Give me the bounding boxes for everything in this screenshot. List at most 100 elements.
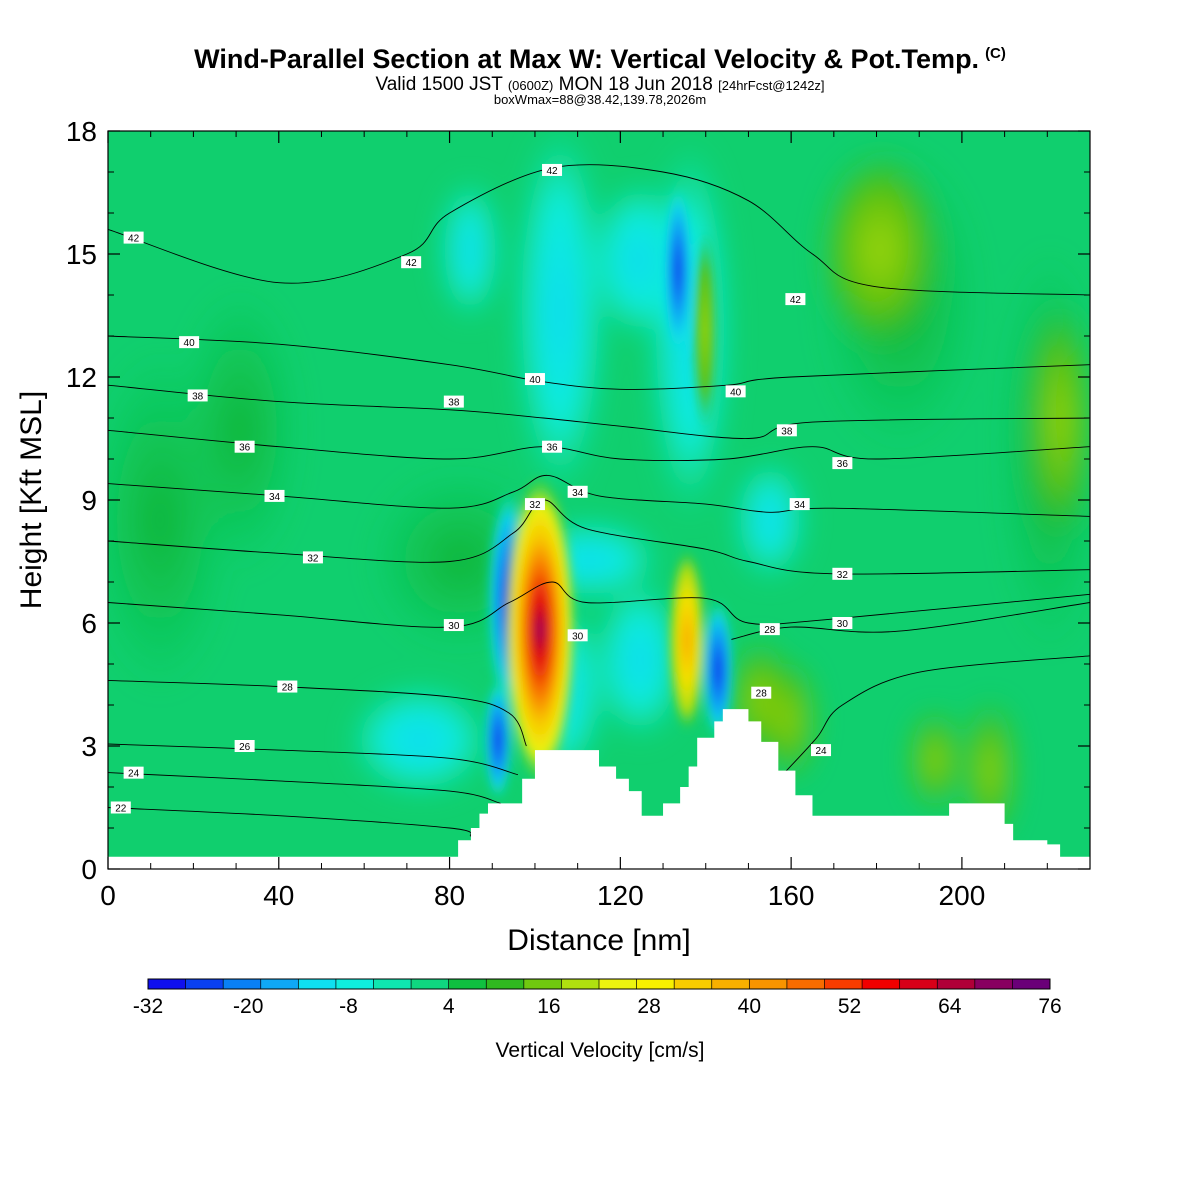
contour-label-32: 32 [302, 551, 323, 564]
colorbar-swatch [599, 979, 638, 989]
contour-label-36: 36 [234, 440, 255, 454]
x-tick-label: 200 [939, 880, 986, 911]
chart-valid-line: Valid 1500 JST (0600Z) MON 18 Jun 2018 [… [0, 74, 1200, 96]
colorbar-tick-label: 16 [537, 995, 560, 1018]
y-tick-label: 12 [66, 362, 97, 393]
contour-label-text: 38 [448, 398, 460, 409]
contour-label-24: 24 [811, 744, 832, 757]
colorbar-swatch [523, 979, 562, 989]
colorbar-swatch [486, 979, 525, 989]
contour-label-38: 38 [443, 395, 464, 409]
colorbar-swatch [260, 979, 299, 989]
colorbar-tick-label: -20 [233, 995, 263, 1018]
contour-label-text: 30 [837, 619, 849, 630]
colorbar-swatch [223, 979, 262, 989]
contour-label-42: 42 [123, 231, 144, 245]
contour-label-bg [123, 766, 144, 779]
theta-contour-24 [108, 772, 501, 804]
contour-label-text: 24 [815, 746, 827, 757]
contour-label-28: 28 [751, 686, 772, 700]
colorbar-tick-label: 28 [637, 995, 660, 1018]
contour-label-40: 40 [179, 336, 200, 349]
contour-label-text: 40 [730, 387, 742, 398]
contour-label-text: 38 [781, 426, 793, 437]
contour-label-text: 38 [192, 391, 204, 402]
valid-day: MON 18 Jun 2018 [558, 74, 713, 95]
y-tick-label: 9 [81, 485, 97, 516]
contour-label-text: 28 [764, 625, 776, 636]
contour-label-32: 32 [524, 498, 545, 511]
contour-label-text: 32 [529, 500, 541, 511]
contour-label-bg [443, 395, 464, 408]
colorbar-swatch [749, 979, 788, 989]
box-info: boxWmax=88@38.42,139.78,2026m [493, 92, 707, 107]
contour-label-bg [542, 440, 563, 453]
y-tick-label: 15 [66, 239, 97, 270]
contour-label-bg [542, 163, 563, 176]
contour-label-text: 32 [307, 553, 319, 564]
contour-label-bg [234, 740, 255, 752]
contour-label-38: 38 [187, 389, 208, 402]
colorbar-swatch [411, 979, 450, 989]
contour-label-30: 30 [567, 629, 588, 642]
colorbar-swatch [862, 979, 901, 989]
colorbar-swatch [298, 979, 337, 989]
contour-label-34: 34 [789, 498, 810, 511]
theta-contour-24 [782, 655, 1090, 776]
contour-label-34: 34 [264, 489, 285, 503]
contour-label-40: 40 [524, 373, 545, 386]
contour-label-38: 38 [776, 424, 797, 437]
contour-label-bg [567, 629, 588, 642]
colorbar-swatch [335, 979, 374, 989]
terrain-shape [108, 709, 1090, 869]
y-tick-label: 6 [81, 608, 97, 639]
terrain-mask [108, 709, 1090, 869]
colorbar-swatch [185, 979, 224, 989]
colorbar-swatch [373, 979, 412, 989]
x-axis-title: Distance [nm] [507, 924, 690, 957]
contour-label-bg [524, 373, 545, 386]
forecast-info: [24hrFcst@1242z] [718, 78, 825, 93]
colorbar-swatch [674, 979, 713, 989]
contour-label-text: 22 [115, 804, 127, 815]
colorbar-swatch [1012, 979, 1051, 989]
chart-title: Wind-Parallel Section at Max W: Vertical… [0, 44, 1200, 75]
contour-label-text: 36 [239, 443, 251, 454]
y-tick-label: 3 [81, 731, 97, 762]
contour-label-text: 30 [572, 631, 584, 642]
theta-contour-28 [108, 679, 527, 747]
colorbar-swatch [786, 979, 825, 989]
contour-label-bg [277, 680, 298, 693]
theta-contour-26 [108, 743, 519, 776]
contour-label-bg [751, 686, 772, 699]
colorbar-swatch [974, 979, 1013, 989]
contour-label-32: 32 [832, 567, 853, 581]
contour-label-text: 34 [794, 500, 806, 511]
contour-labels: 22 24 26 28 28 28 24 30 30 30 32 32 32 34 34 34 36 36 36 38… [110, 163, 853, 815]
contour-label-bg [832, 457, 853, 470]
colorbar-swatch [448, 979, 487, 989]
contour-label-42: 42 [785, 293, 806, 306]
colorbar-swatch [899, 979, 938, 989]
contour-label-bg [832, 567, 853, 580]
contour-label-text: 28 [282, 683, 294, 694]
contour-label-bg [179, 336, 200, 349]
contour-label-bg [302, 551, 323, 564]
x-tick-label: 120 [597, 880, 644, 911]
contour-label-22: 22 [110, 801, 131, 815]
contour-label-bg [401, 256, 422, 269]
y-axis-title: Height [Kft MSL] [15, 391, 48, 609]
theta-contour-38 [108, 384, 1090, 439]
contour-label-28: 28 [277, 680, 298, 694]
contour-label-bg [776, 424, 797, 437]
contour-label-28: 28 [759, 623, 780, 636]
colorbar-swatch [636, 979, 675, 989]
contour-label-26: 26 [234, 740, 255, 753]
theta-contour-22 [108, 807, 472, 837]
x-tick-label: 40 [263, 880, 294, 911]
contour-label-36: 36 [832, 457, 853, 470]
contour-label-30: 30 [443, 619, 464, 632]
contour-label-42: 42 [401, 256, 422, 269]
contour-label-text: 34 [269, 492, 281, 503]
